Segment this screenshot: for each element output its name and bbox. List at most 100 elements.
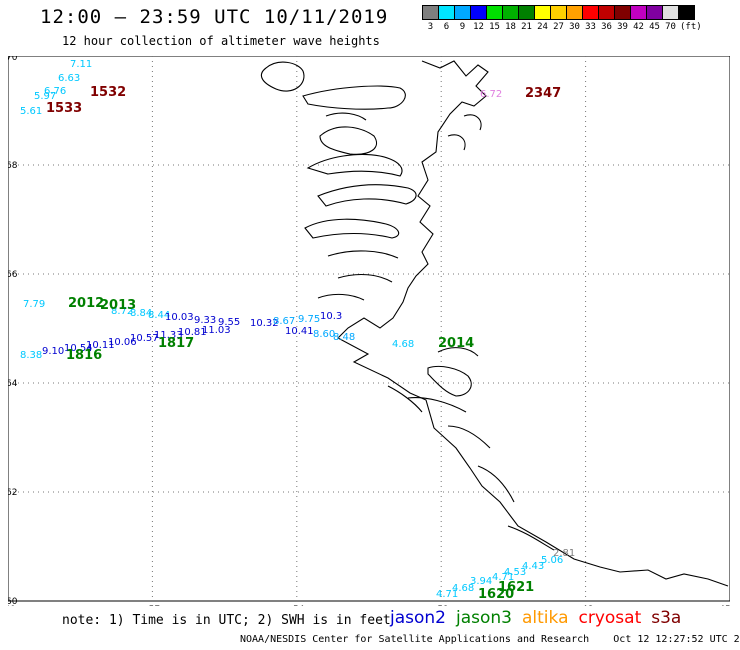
scale-label: (ft) (680, 22, 702, 32)
latitude-label: 62 (8, 488, 17, 498)
scale-swatch (646, 5, 663, 20)
longitude-label: -60 (8, 605, 16, 606)
pass-time-label: 2347 (525, 86, 561, 101)
scale-label: 33 (585, 22, 596, 32)
wave-height-reading: 10.54 (64, 343, 93, 354)
pass-time-label: 2012 (68, 296, 104, 311)
scale-label: 15 (489, 22, 500, 32)
wave-height-reading: 5.06 (541, 555, 563, 566)
satellite-legend: jason2 jason3 altika cryosat s3a (390, 608, 691, 628)
scale-swatch (534, 5, 551, 20)
pass-time-label: 1620 (478, 587, 514, 602)
scale-swatch (582, 5, 599, 20)
scale-label: 12 (473, 22, 484, 32)
scale-label: 70 (665, 22, 676, 32)
legend-jason2: jason2 (390, 608, 446, 628)
latitude-label: 70 (8, 56, 18, 63)
wave-height-reading: 2.81 (553, 548, 575, 559)
wave-height-reading: 10.57 (130, 333, 159, 344)
wave-height-reading: 4.68 (392, 339, 414, 350)
longitude-label: -48 (579, 605, 594, 606)
pass-time-label: 1621 (498, 580, 534, 595)
wave-height-reading: 7.79 (23, 299, 45, 310)
wave-height-reading: 5.61 (20, 106, 42, 117)
wave-height-reading: 3.94 (470, 576, 492, 587)
wave-height-reading: 8.72 (111, 306, 133, 317)
scale-swatch (678, 5, 695, 20)
wave-height-reading: 6.63 (58, 73, 80, 84)
wave-height-reading: 8.60 (313, 329, 335, 340)
map-subtitle: 12 hour collection of altimeter wave hei… (62, 34, 380, 48)
scale-label: 27 (553, 22, 564, 32)
wave-height-reading: 11.03 (202, 325, 231, 336)
latitude-label: 64 (8, 379, 18, 389)
scale-swatch (438, 5, 455, 20)
wave-height-reading: 9.10 (42, 346, 64, 357)
wave-height-reading: 6.72 (480, 89, 502, 100)
scale-swatch (566, 5, 583, 20)
scale-label: 36 (601, 22, 612, 32)
wave-height-reading: 6.76 (44, 86, 66, 97)
legend-cryosat: cryosat (578, 608, 642, 628)
pass-time-label: 2013 (100, 298, 136, 313)
wave-height-reading: 5.97 (34, 91, 56, 102)
color-scale-labels: 3 6 9 12 15 18 21 24 27 30 33 36 39 42 45 70 (ft) (422, 22, 740, 34)
wave-height-reading: 4.68 (452, 583, 474, 594)
legend-s3a: s3a (651, 608, 682, 628)
scale-swatch (598, 5, 615, 20)
wave-height-reading: 10.81 (178, 327, 207, 338)
wave-height-reading: 10.3 (320, 311, 342, 322)
scale-swatch (550, 5, 567, 20)
longitude-label: -51 (434, 605, 449, 606)
map-title: 12:00 — 23:59 UTC 10/11/2019 (40, 6, 389, 28)
legend-jason3: jason3 (456, 608, 512, 628)
pass-time-label: 1816 (66, 348, 102, 363)
scale-swatch (630, 5, 647, 20)
scale-swatch (614, 5, 631, 20)
wave-height-reading: 10.06 (108, 337, 137, 348)
wave-height-reading: 9.55 (218, 317, 240, 328)
scale-label: 21 (521, 22, 532, 32)
scale-label: 18 (505, 22, 516, 32)
latitude-label: 60 (8, 597, 18, 606)
wave-height-reading: 4.53 (504, 567, 526, 578)
pass-time-label: 1532 (90, 85, 126, 100)
scale-swatch (486, 5, 503, 20)
pass-time-label: 1817 (158, 336, 194, 351)
note-text: note: 1) Time is in UTC; 2) SWH is in fe… (62, 613, 391, 628)
wave-height-reading: 9.33 (194, 315, 216, 326)
scale-swatch (422, 5, 439, 20)
scale-label: 30 (569, 22, 580, 32)
wave-height-reading: 9.75 (298, 314, 320, 325)
scale-swatch (662, 5, 679, 20)
pass-time-label: 2014 (438, 336, 474, 351)
wave-height-reading: 4.43 (522, 561, 544, 572)
wave-height-reading: 7.11 (70, 59, 92, 70)
wave-height-reading: 8.84 (130, 308, 152, 319)
wave-height-reading: 11.33 (154, 330, 183, 341)
scale-label: 6 (443, 22, 450, 32)
scale-label: 39 (617, 22, 628, 32)
wave-height-reading: 10.41 (285, 326, 314, 337)
scale-swatch (518, 5, 535, 20)
scale-label: 24 (537, 22, 548, 32)
longitude-label: -45 (716, 605, 730, 606)
wave-height-reading: 10.11 (86, 340, 115, 351)
longitude-label: -57 (145, 605, 160, 606)
wave-height-reading: 10.32 (250, 318, 279, 329)
scale-label: 9 (459, 22, 466, 32)
map-frame (8, 56, 730, 602)
scale-swatch (454, 5, 471, 20)
scale-label: 45 (649, 22, 660, 32)
scale-label: 3 (427, 22, 434, 32)
wave-height-reading: 4.71 (436, 589, 458, 600)
wave-height-reading: 8.38 (20, 350, 42, 361)
wave-height-reading: 10.03 (165, 312, 194, 323)
scale-label: 42 (633, 22, 644, 32)
latitude-label: 66 (8, 270, 18, 280)
longitude-label: -54 (290, 605, 305, 606)
wave-height-reading: 8.48 (333, 332, 355, 343)
wave-height-reading: 4.71 (492, 572, 514, 583)
wave-height-color-scale (422, 5, 695, 20)
scale-swatch (470, 5, 487, 20)
